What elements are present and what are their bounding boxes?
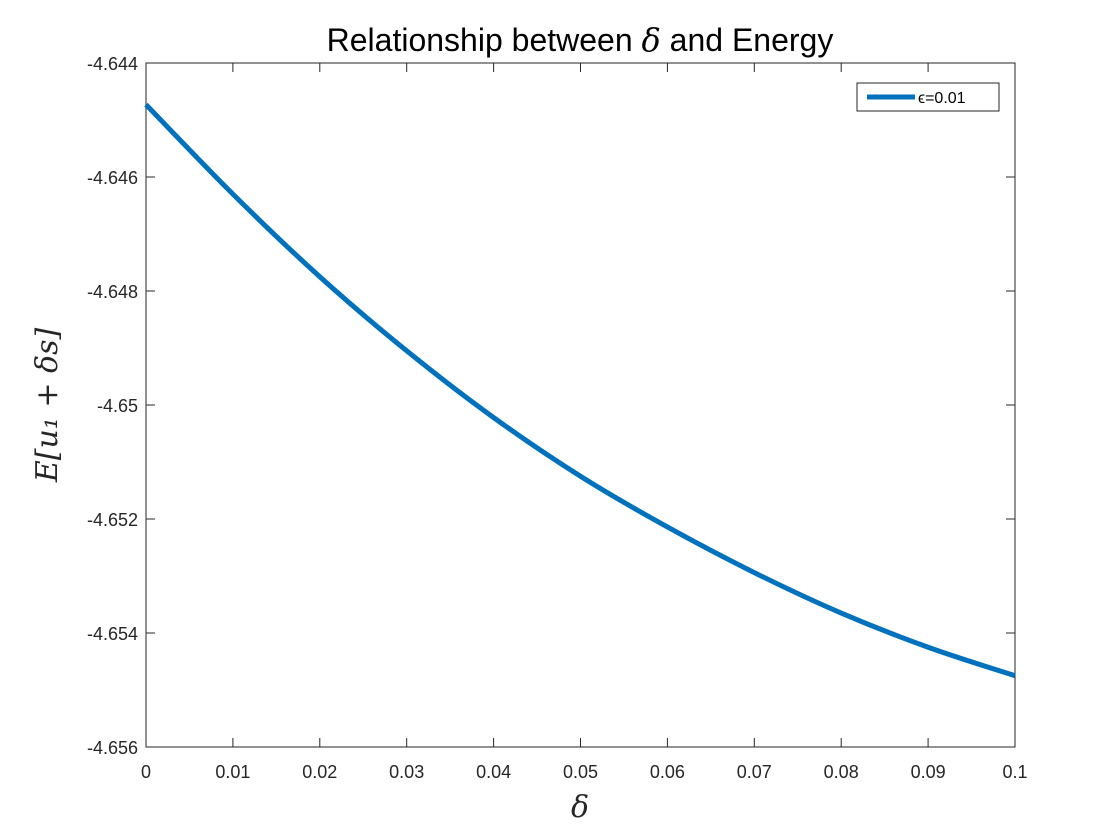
y-tick-label: -4.65 (97, 396, 138, 416)
x-tick-label: 0 (141, 762, 151, 782)
x-axis-label: δ (571, 790, 589, 825)
y-tick-label: -4.656 (87, 738, 138, 758)
chart-title-pre: Relationship between (327, 22, 642, 58)
x-tick-label: 0.09 (911, 762, 946, 782)
legend-label: ϵ=0.01 (918, 90, 966, 107)
chart-title-post: and Energy (661, 22, 834, 58)
y-tick-label: -4.648 (87, 282, 138, 302)
y-tick-label: -4.652 (87, 510, 138, 530)
y-axis-label: E[u₁ + δs] (30, 328, 65, 484)
x-tick-label: 0.02 (302, 762, 337, 782)
x-tick-label: 0.07 (737, 762, 772, 782)
x-tick-label: 0.04 (476, 762, 511, 782)
y-axis-ticks: -4.644 -4.646 -4.648 -4.65 -4.652 -4.654 -4.65… (87, 54, 1015, 758)
legend: ϵ=0.01 (856, 82, 1000, 112)
y-tick-label: -4.646 (87, 168, 138, 188)
chart-title: Relationship between δ and Energy (327, 21, 834, 59)
x-tick-label: 0.06 (650, 762, 685, 782)
series-line-epsilon-0-01 (144, 102, 1016, 679)
x-tick-label: 0.08 (824, 762, 859, 782)
chart-title-symbol: δ (642, 21, 661, 59)
x-tick-label: 0.1 (1002, 762, 1027, 782)
x-axis-ticks: 0 0.01 0.02 0.03 0.04 0.05 0.06 0.07 0.08 0.09 0.1 (141, 63, 1028, 782)
y-tick-label: -4.644 (87, 54, 138, 74)
x-tick-label: 0.03 (389, 762, 424, 782)
x-tick-label: 0.05 (563, 762, 598, 782)
plot-area (145, 62, 1016, 748)
y-tick-label: -4.654 (87, 624, 138, 644)
x-tick-label: 0.01 (215, 762, 250, 782)
